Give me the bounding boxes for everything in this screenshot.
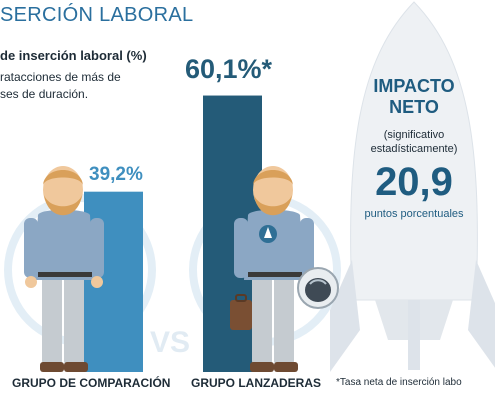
legend-line: ses de duración. xyxy=(0,87,89,101)
impact-title: IMPACTO NETO xyxy=(352,76,476,118)
legend-line: ratacciones de más de xyxy=(0,70,121,84)
page-title: SERCIÓN LABORAL xyxy=(0,4,194,26)
impact-value: 20,9 xyxy=(375,160,453,204)
legend-title: de inserción laboral (%) xyxy=(0,48,147,63)
impact-note: (significativo estadísticamente) xyxy=(352,128,476,156)
person-icon xyxy=(24,166,104,372)
impact-title-line: IMPACTO xyxy=(373,76,455,96)
impact-note-line: (significativo xyxy=(383,129,445,141)
impact-title-line: NETO xyxy=(389,97,439,117)
impact-note-line: estadísticamente) xyxy=(370,143,458,155)
footnote: *Tasa neta de inserción labo xyxy=(336,377,462,388)
impact-unit: puntos porcentuales xyxy=(364,208,464,220)
helmet-icon xyxy=(297,267,339,309)
category-label: GRUPO DE COMPARACIÓN xyxy=(12,376,171,390)
briefcase-icon xyxy=(230,294,252,330)
vs-text: VS xyxy=(150,326,190,359)
bar-value-label: 39,2% xyxy=(89,163,143,185)
bar-value-label: 60,1%* xyxy=(185,53,273,84)
category-label: GRUPO LANZADERAS xyxy=(191,376,322,390)
rocket-icon xyxy=(330,1,495,372)
astronaut-icon xyxy=(234,166,314,372)
